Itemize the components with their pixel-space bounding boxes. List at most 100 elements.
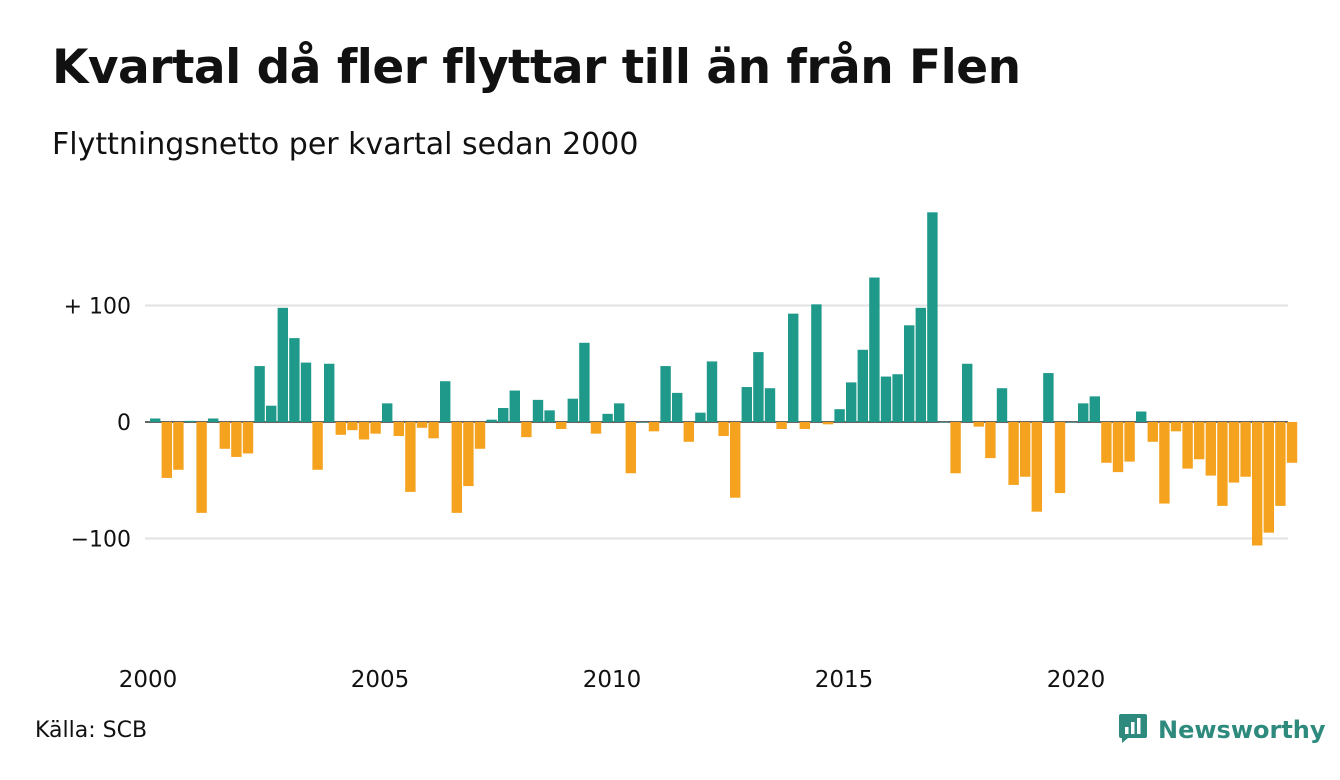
- bar: [869, 277, 880, 422]
- bar: [231, 422, 242, 457]
- bar: [393, 422, 404, 436]
- bar: [289, 338, 300, 422]
- bar: [266, 405, 277, 422]
- bar: [242, 422, 254, 454]
- bar: [300, 362, 312, 422]
- chart-subtitle: Flyttningsnetto per kvartal sedan 2000: [52, 127, 639, 162]
- source-note: Källa: SCB: [35, 718, 148, 743]
- bar: [532, 399, 544, 422]
- y-axis-labels: + 100 0 −100: [64, 295, 131, 553]
- bar: [822, 422, 834, 425]
- bar: [474, 422, 486, 449]
- bar-chart: + 100 0 −100 2000 2005 2010 2015 2020: [64, 212, 1298, 693]
- bar: [950, 422, 961, 474]
- bar: [730, 422, 741, 498]
- bar: [1194, 422, 1205, 460]
- newsworthy-logo-icon: [1118, 712, 1148, 748]
- bar: [463, 422, 474, 487]
- bar: [1275, 422, 1286, 506]
- bar: [1066, 422, 1077, 423]
- bar: [521, 422, 532, 438]
- bar: [985, 422, 996, 459]
- bar: [753, 352, 764, 422]
- bar: [602, 413, 613, 422]
- bar: [1252, 422, 1263, 546]
- bar: [440, 381, 451, 422]
- bar: [1043, 373, 1054, 422]
- bar: [196, 422, 207, 513]
- bar: [788, 313, 799, 422]
- bar: [324, 363, 335, 422]
- bar: [962, 363, 973, 422]
- chart-title: Kvartal då fler flyttar till än från Fle…: [52, 40, 1021, 95]
- bar: [219, 422, 230, 449]
- x-tick-label: 2000: [119, 667, 178, 693]
- brand-name: Newsworthy: [1158, 716, 1326, 744]
- bar: [672, 392, 683, 422]
- bar: [358, 422, 370, 440]
- bar: [846, 382, 857, 422]
- bar: [904, 325, 915, 422]
- x-tick-label: 2010: [583, 667, 642, 693]
- bar: [648, 422, 660, 432]
- bar: [161, 422, 172, 478]
- x-tick-label: 2015: [815, 667, 874, 693]
- bar: [683, 422, 694, 442]
- bar: [567, 398, 578, 422]
- x-axis-labels: 2000 2005 2010 2015 2020: [119, 667, 1106, 693]
- y-tick-label: −100: [71, 528, 131, 553]
- bar: [509, 390, 520, 422]
- bar: [150, 418, 161, 422]
- bar: [312, 422, 323, 470]
- bar: [857, 349, 868, 422]
- bar: [1147, 422, 1158, 442]
- bar: [1089, 396, 1100, 422]
- bar: [1263, 422, 1274, 533]
- bar: [347, 422, 358, 431]
- y-tick-label: 0: [117, 411, 131, 436]
- bar: [254, 366, 265, 422]
- bar: [927, 212, 938, 422]
- bar: [277, 307, 288, 422]
- bar: [370, 422, 381, 434]
- bar: [1112, 422, 1124, 473]
- bar: [938, 422, 950, 423]
- bar: [776, 422, 787, 429]
- brand-logo[interactable]: Newsworthy: [1118, 712, 1326, 748]
- y-tick-label: + 100: [64, 295, 131, 320]
- bar: [382, 403, 393, 422]
- bar: [973, 422, 984, 427]
- bar: [1205, 422, 1216, 476]
- bar: [208, 418, 219, 422]
- bar: [335, 422, 346, 435]
- bar: [544, 410, 555, 422]
- bar: [637, 422, 648, 423]
- bar: [1159, 422, 1170, 504]
- bar: [405, 422, 416, 492]
- bar: [1136, 411, 1147, 422]
- bar: [660, 366, 671, 422]
- bar: [579, 342, 590, 422]
- bar: [1286, 422, 1298, 463]
- bar: [1078, 403, 1089, 422]
- bar: [428, 422, 439, 439]
- bar: [451, 422, 462, 513]
- bar: [811, 304, 822, 422]
- bar: [892, 374, 903, 422]
- bar: [1228, 422, 1240, 483]
- bar: [173, 422, 184, 470]
- bar: [1217, 422, 1228, 506]
- bar: [741, 387, 752, 422]
- bar: [706, 361, 718, 422]
- bar: [486, 419, 497, 422]
- x-tick-label: 2005: [351, 667, 410, 693]
- bar: [416, 422, 428, 428]
- bar: [625, 422, 636, 474]
- bar: [1182, 422, 1193, 469]
- bar: [834, 409, 845, 422]
- bar: [718, 422, 729, 436]
- bar: [1020, 422, 1031, 477]
- bar: [1054, 422, 1066, 494]
- bars: [150, 212, 1298, 546]
- bar: [614, 403, 625, 422]
